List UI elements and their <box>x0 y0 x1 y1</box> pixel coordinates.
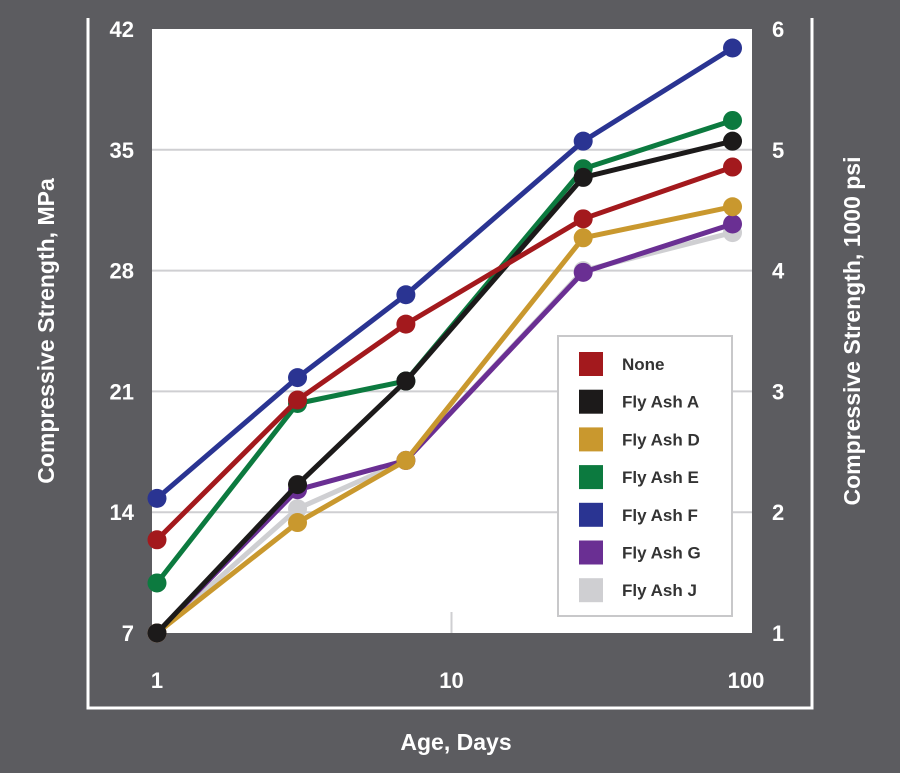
legend-swatch <box>579 352 603 376</box>
y-tick-label-left: 14 <box>110 500 135 525</box>
legend-swatch <box>579 389 603 414</box>
series-fly-ash-a <box>147 131 743 643</box>
y-tick-label-right: 6 <box>772 17 784 42</box>
x-tick-label: 100 <box>728 668 765 693</box>
legend-swatch <box>579 427 603 452</box>
legend-label: Fly Ash D <box>622 430 700 449</box>
data-point <box>723 110 743 130</box>
tick-layer: 7 14 21 28 35 42 1 2 3 4 5 6 1 10 100 <box>110 17 785 693</box>
legend-swatch <box>579 578 603 603</box>
data-point <box>396 285 416 305</box>
y-tick-label-left: 35 <box>110 138 134 163</box>
y-tick-label-left: 28 <box>110 259 134 284</box>
data-point <box>288 475 308 495</box>
legend-swatch <box>579 465 603 490</box>
x-axis-title: Age, Days <box>400 729 511 755</box>
data-point <box>147 573 167 593</box>
x-tick-label: 1 <box>151 668 163 693</box>
legend-swatch <box>579 540 603 565</box>
data-point <box>288 499 308 519</box>
series-layer <box>147 38 743 643</box>
data-point <box>396 371 416 391</box>
legend-label: Fly Ash J <box>622 581 697 600</box>
data-point <box>723 214 743 234</box>
data-point <box>147 488 167 508</box>
data-point <box>573 228 593 248</box>
data-point <box>396 450 416 470</box>
y-tick-label-left: 7 <box>122 621 134 646</box>
data-point <box>288 390 308 410</box>
legend-swatch <box>579 502 603 527</box>
y-tick-label-right: 4 <box>772 259 785 284</box>
y-axis-title-right: Compressive Strength, 1000 psi <box>839 157 865 506</box>
data-point <box>573 262 593 282</box>
series-fly-ash-f <box>147 38 743 508</box>
y-tick-label-right: 5 <box>772 138 784 163</box>
data-point <box>723 131 743 151</box>
data-point <box>147 623 167 643</box>
y-tick-label-left: 42 <box>110 17 134 42</box>
y-tick-label-right: 2 <box>772 500 784 525</box>
y-axis-title-left: Compressive Strength, MPa <box>33 178 59 484</box>
axis-frame <box>86 18 814 710</box>
x-tick-label: 10 <box>439 668 463 693</box>
legend-label: Fly Ash G <box>622 544 701 563</box>
legend: None Fly Ash A Fly Ash D Fly Ash E Fly Ash F… <box>557 335 733 617</box>
legend-label: Fly Ash E <box>622 468 699 487</box>
legend-label: None <box>622 355 665 374</box>
data-point <box>723 38 743 58</box>
data-point <box>573 131 593 151</box>
y-tick-label-right: 1 <box>772 621 784 646</box>
legend-label: Fly Ash F <box>622 506 698 525</box>
data-point <box>573 209 593 229</box>
data-point <box>147 530 167 550</box>
data-point <box>723 197 743 217</box>
legend-label: Fly Ash A <box>622 393 699 412</box>
data-point <box>573 167 593 187</box>
y-tick-label-right: 3 <box>772 379 784 404</box>
data-point <box>288 513 308 533</box>
data-point <box>288 368 308 388</box>
data-point <box>396 314 416 334</box>
y-tick-label-left: 21 <box>110 379 134 404</box>
series-none <box>147 157 743 550</box>
data-point <box>723 157 743 177</box>
